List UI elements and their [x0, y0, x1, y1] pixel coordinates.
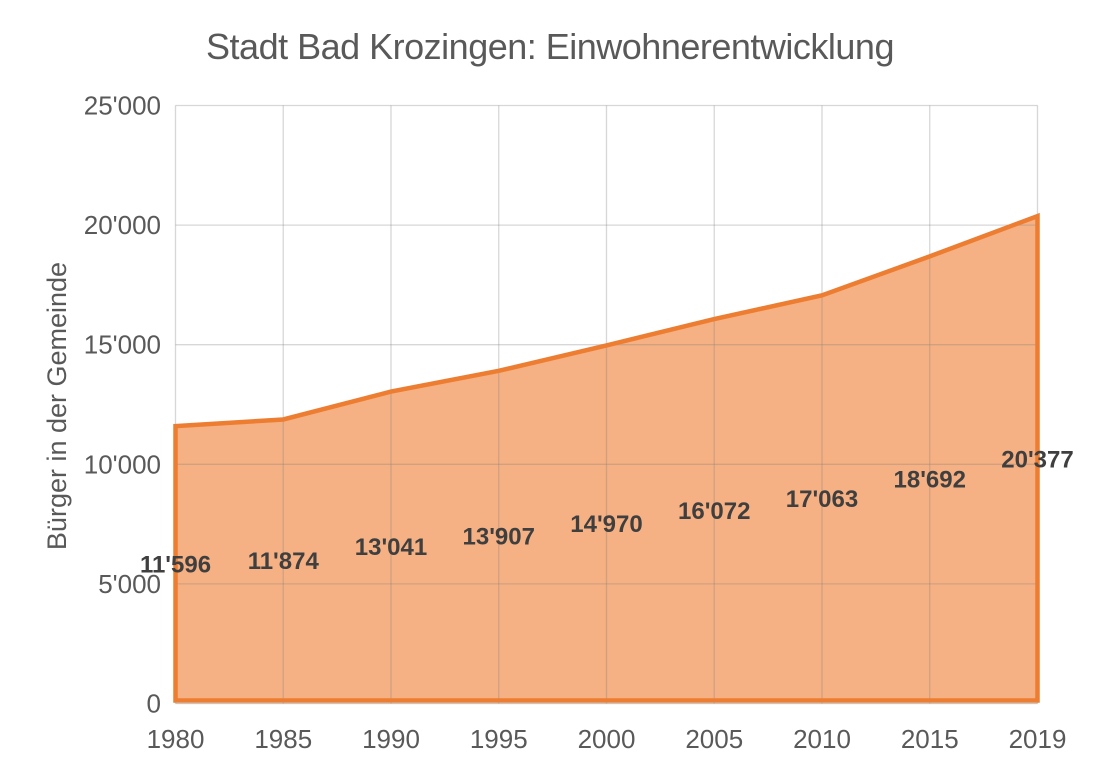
y-tick-label: 15'000	[84, 330, 161, 360]
y-tick-label: 25'000	[84, 91, 161, 121]
x-tick-label: 2005	[685, 724, 743, 754]
data-label: 13'907	[463, 524, 535, 551]
y-axis-title: Bürger in der Gemeinde	[42, 261, 72, 551]
data-label: 14'970	[570, 511, 642, 538]
area-series-fill	[175, 216, 1038, 701]
data-label: 20'377	[1001, 446, 1073, 473]
x-tick-label: 1995	[470, 724, 528, 754]
y-tick-label: 5'000	[98, 569, 161, 599]
data-label: 18'692	[894, 466, 966, 493]
x-tick-label: 2010	[793, 724, 851, 754]
y-tick-label: 0	[147, 689, 161, 719]
y-tick-label: 10'000	[84, 449, 161, 479]
chart-title: Stadt Bad Krozingen: Einwohnerentwicklun…	[206, 26, 894, 67]
data-label: 16'072	[678, 498, 750, 525]
data-label: 11'874	[248, 548, 320, 575]
area-series-outline	[173, 212, 1040, 703]
x-tick-label: 2000	[578, 724, 636, 754]
data-label: 11'596	[140, 551, 211, 578]
data-label: 13'041	[355, 534, 427, 561]
data-label: 17'063	[786, 486, 858, 513]
x-tick-label: 1985	[254, 724, 312, 754]
x-tick-label: 1990	[362, 724, 420, 754]
x-tick-label: 1980	[147, 724, 205, 754]
x-tick-label: 2019	[1009, 724, 1067, 754]
x-tick-label: 2015	[901, 724, 959, 754]
y-tick-label: 20'000	[84, 210, 161, 240]
